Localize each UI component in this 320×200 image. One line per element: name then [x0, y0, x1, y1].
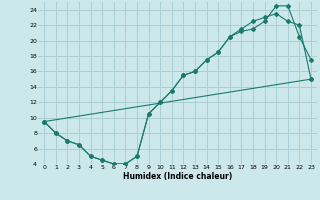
X-axis label: Humidex (Indice chaleur): Humidex (Indice chaleur)	[123, 172, 232, 181]
